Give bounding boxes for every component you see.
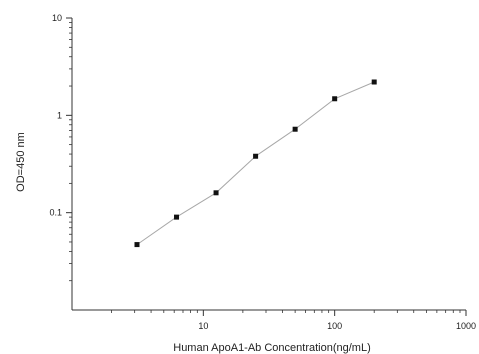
data-point xyxy=(174,214,180,220)
data-point xyxy=(253,153,259,159)
y-tick-label: 0.1 xyxy=(49,208,62,218)
data-point xyxy=(332,96,338,102)
x-axis-label: Human ApoA1-Ab Concentration(ng/mL) xyxy=(173,342,371,354)
y-tick-label: 10 xyxy=(52,13,62,23)
x-axis-ticks: 10 100 1000 xyxy=(111,310,476,331)
data-point xyxy=(213,190,219,196)
series-group xyxy=(134,79,377,248)
y-axis-ticks: 0.1 1 10 xyxy=(49,13,72,282)
x-tick-label: 1000 xyxy=(456,321,476,331)
axes xyxy=(71,18,466,311)
x-tick-label: 100 xyxy=(327,321,342,331)
x-tick-label: 10 xyxy=(198,321,208,331)
data-point xyxy=(292,126,298,132)
series-line xyxy=(136,81,375,246)
data-point xyxy=(371,79,377,85)
y-tick-label: 1 xyxy=(57,110,62,120)
data-point xyxy=(134,242,140,248)
y-axis-label: OD=450 nm xyxy=(15,132,27,192)
